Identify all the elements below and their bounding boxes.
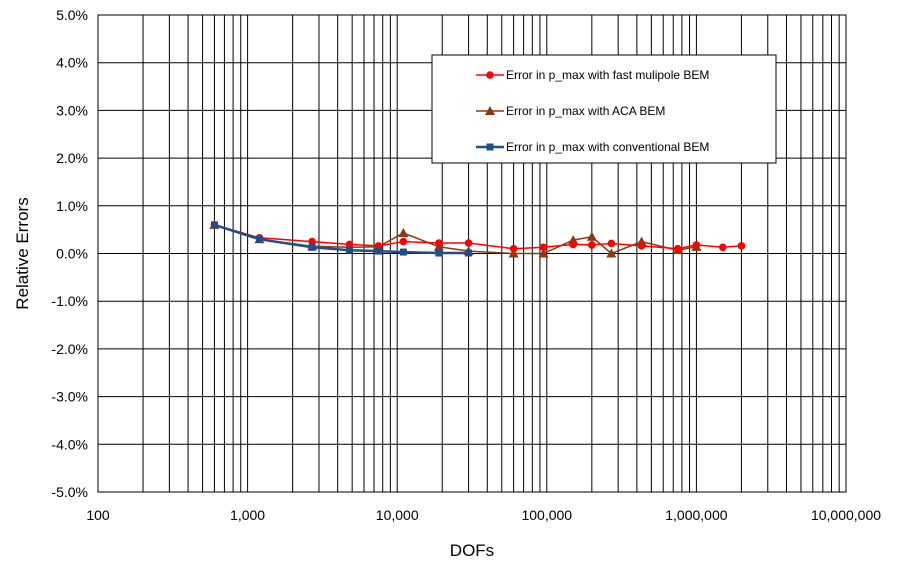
data-point — [508, 248, 519, 258]
data-point — [308, 243, 316, 251]
x-tick-labels: 100 1,000 10,000 100,000 1,000,000 10,000,000 — [86, 507, 881, 523]
y-tick-label: 3.0% — [56, 102, 88, 118]
data-point — [398, 227, 409, 237]
x-tick-label: 100 — [86, 507, 110, 523]
data-point — [607, 239, 616, 248]
x-tick-label: 10,000,000 — [811, 507, 881, 523]
y-tick-label: -4.0% — [51, 436, 88, 452]
data-point — [399, 248, 407, 256]
x-axis-title: DOFs — [450, 541, 494, 560]
y-tick-label: 2.0% — [56, 150, 88, 166]
legend-label: Error in p_max with fast mulipole BEM — [506, 68, 709, 82]
y-tick-label: 5.0% — [56, 7, 88, 23]
x-tick-label: 1,000,000 — [665, 507, 727, 523]
y-tick-label: -3.0% — [51, 389, 88, 405]
data-point — [737, 242, 746, 250]
data-point — [586, 231, 597, 241]
series-group — [209, 219, 746, 258]
data-point — [465, 249, 473, 257]
data-point — [588, 241, 596, 249]
data-point — [399, 237, 408, 246]
x-tick-label: 100,000 — [521, 507, 572, 523]
data-point — [673, 244, 682, 253]
data-point — [345, 240, 354, 249]
data-point — [538, 248, 549, 258]
legend-marker — [485, 106, 495, 115]
legend-marker — [486, 71, 494, 79]
data-point — [435, 239, 443, 247]
x-tick-label: 1,000 — [230, 507, 265, 523]
legend-item: Error in p_max with conventional BEM — [476, 140, 709, 154]
series-square — [210, 221, 473, 257]
data-point — [210, 221, 218, 229]
y-tick-label: 4.0% — [56, 55, 88, 71]
legend-item: Error in p_max with ACA BEM — [476, 104, 665, 118]
legend-label: Error in p_max with conventional BEM — [506, 140, 709, 154]
data-point — [346, 246, 354, 254]
data-point — [435, 249, 443, 257]
y-axis-title: Relative Errors — [13, 197, 32, 309]
y-tick-labels: 5.0% 4.0% 3.0% 2.0% 1.0% 0.0% -1.0% -2.0% -3.0% -… — [51, 7, 88, 500]
legend-item: Error in p_max with fast mulipole BEM — [476, 68, 709, 82]
legend-label: Error in p_max with ACA BEM — [506, 104, 665, 118]
data-point — [718, 243, 727, 252]
data-point — [606, 248, 617, 258]
legend: Error in p_max with fast mulipole BEM Err… — [431, 54, 777, 164]
y-tick-label: 1.0% — [56, 198, 88, 214]
data-point — [637, 242, 646, 250]
y-tick-label: -5.0% — [51, 484, 88, 500]
x-tick-label: 10,000 — [376, 507, 419, 523]
y-tick-label: 0.0% — [56, 246, 88, 262]
legend-marker — [486, 143, 494, 151]
y-tick-label: -2.0% — [51, 341, 88, 357]
data-point — [509, 244, 518, 253]
data-point — [255, 235, 263, 243]
data-point — [569, 240, 577, 249]
data-point — [308, 237, 316, 246]
series-line — [214, 224, 697, 255]
plot-area — [97, 14, 847, 493]
data-point — [539, 243, 548, 252]
series-line — [214, 223, 469, 255]
data-point — [692, 241, 701, 249]
series-circle — [210, 221, 746, 253]
data-point — [464, 239, 473, 247]
y-tick-label: -1.0% — [51, 293, 88, 309]
data-point — [375, 247, 383, 255]
